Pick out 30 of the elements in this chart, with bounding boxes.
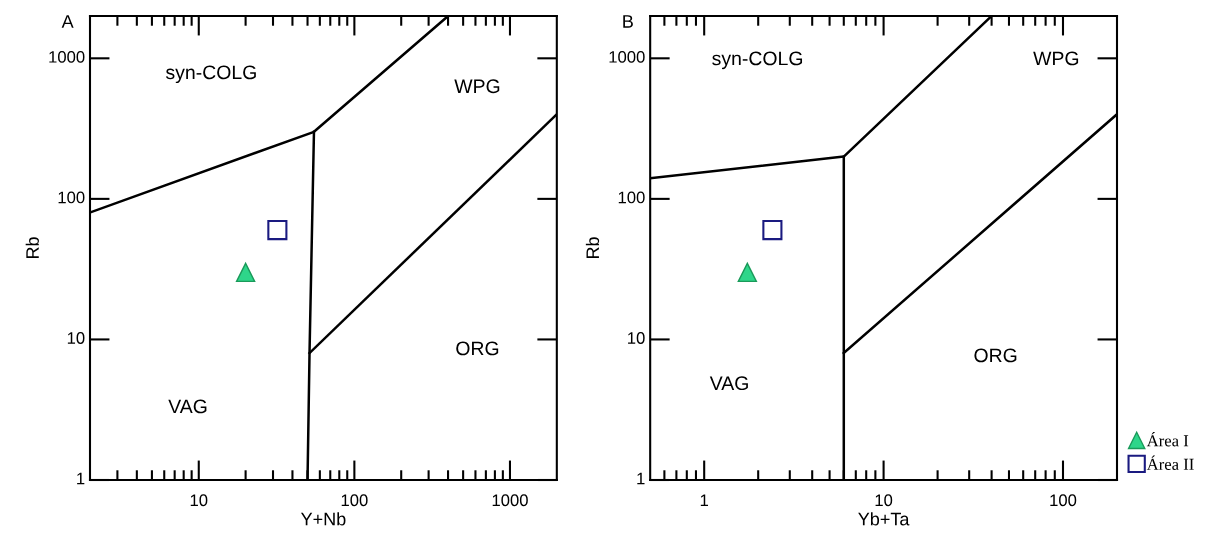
- annotation: syn-COLG: [712, 51, 803, 70]
- annotation: VAG: [709, 376, 748, 391]
- x-tick-label: 100: [1050, 494, 1077, 507]
- annotation: ORG: [974, 348, 1017, 363]
- x-tick-label: 10: [190, 494, 208, 507]
- annotation: syn-COLG: [166, 65, 256, 84]
- annotation: WPG: [1033, 51, 1079, 66]
- y-axis-title: Rb: [585, 237, 600, 259]
- y-tick-label: 100: [58, 191, 85, 204]
- x-axis-title: Yb+Ta: [858, 512, 910, 526]
- y-tick-label: 1: [77, 472, 85, 485]
- legend-label: Área II: [1146, 455, 1194, 470]
- y-tick-label: 100: [618, 191, 645, 204]
- x-axis-title: Y+Nb: [300, 512, 346, 526]
- y-axis-title: Rb: [25, 237, 39, 259]
- x-tick-label: 1: [700, 494, 709, 506]
- y-tick-label: 1000: [49, 50, 85, 63]
- annotation: VAG: [168, 399, 207, 414]
- chart-title: A: [61, 15, 74, 28]
- chart-title: B: [623, 15, 633, 28]
- annotation: WPG: [454, 79, 500, 94]
- x-tick-label: 10: [875, 494, 893, 507]
- x-tick-label: 100: [341, 494, 368, 507]
- y-tick-label: 10: [67, 332, 85, 344]
- annotation: ORG: [456, 341, 499, 356]
- y-tick-label: 1000: [609, 50, 645, 63]
- y-tick-label: 10: [628, 332, 645, 344]
- legend-label: Área I: [1146, 431, 1189, 447]
- y-tick-label: 1: [637, 472, 645, 485]
- x-tick-label: 1000: [492, 494, 528, 507]
